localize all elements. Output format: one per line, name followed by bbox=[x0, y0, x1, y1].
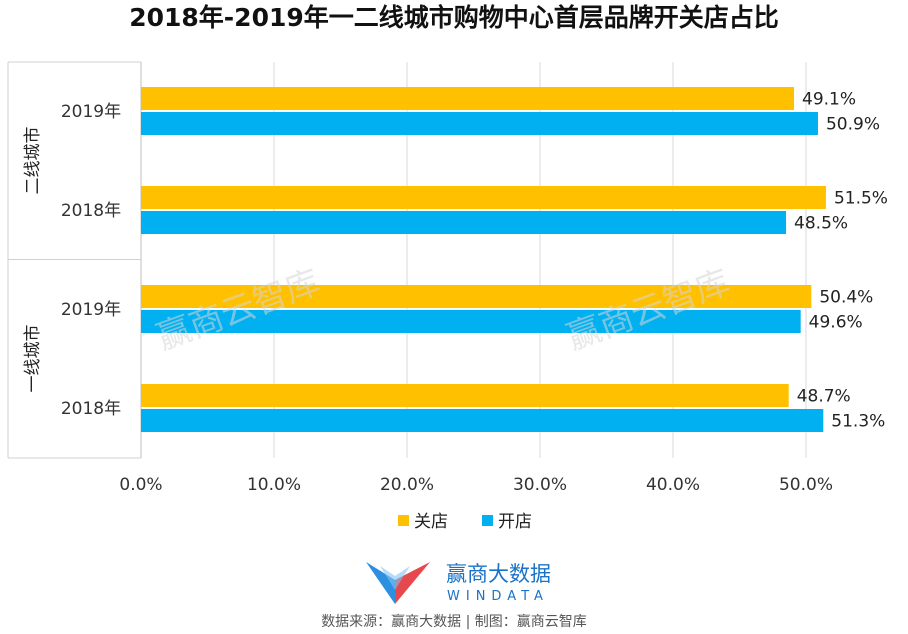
bar bbox=[141, 310, 801, 333]
category-label: 2018年 bbox=[61, 399, 121, 419]
category-label: 2019年 bbox=[61, 102, 121, 122]
data-label: 49.6% bbox=[809, 313, 863, 333]
source-note: 数据来源：赢商大数据 | 制图：赢商云智库 bbox=[321, 613, 587, 630]
x-tick-label: 40.0% bbox=[646, 475, 700, 495]
bar bbox=[141, 211, 787, 234]
group-label: 二线城市 bbox=[23, 127, 43, 195]
x-tick-label: 0.0% bbox=[119, 475, 162, 495]
legend-label: 开店 bbox=[498, 512, 532, 532]
bar bbox=[141, 384, 789, 407]
legend-swatch bbox=[482, 515, 493, 526]
category-label: 2018年 bbox=[61, 201, 121, 221]
data-label: 49.1% bbox=[802, 90, 856, 110]
bar bbox=[141, 285, 812, 308]
data-label: 48.7% bbox=[797, 387, 851, 407]
x-tick-label: 10.0% bbox=[247, 475, 301, 495]
bar bbox=[141, 186, 826, 209]
data-label: 48.5% bbox=[794, 214, 848, 234]
logo-mark-right bbox=[395, 562, 430, 604]
data-label: 50.9% bbox=[826, 115, 880, 135]
data-label: 50.4% bbox=[819, 288, 873, 308]
bar bbox=[141, 409, 824, 432]
legend: 关店 开店 bbox=[398, 512, 532, 532]
chart-title: 2018年-2019年一二线城市购物中心首层品牌开关店占比 bbox=[129, 3, 779, 32]
legend-swatch bbox=[398, 515, 409, 526]
windata-logo: 赢商大数据 WINDATA bbox=[366, 562, 551, 604]
x-tick-labels: 0.0% 10.0% 20.0% 30.0% 40.0% 50.0% bbox=[119, 475, 833, 495]
logo-text-cn: 赢商大数据 bbox=[446, 562, 551, 586]
data-labels: 49.1% 51.5% 50.4% 48.7% 50.9% 48.5% 49.6% 51.3% bbox=[794, 90, 888, 432]
category-label: 2019年 bbox=[61, 300, 121, 320]
x-tick-label: 30.0% bbox=[513, 475, 567, 495]
bar bbox=[141, 112, 818, 135]
data-label: 51.5% bbox=[834, 189, 888, 209]
group-label: 一线城市 bbox=[23, 325, 43, 393]
logo-mark-left bbox=[366, 562, 395, 604]
x-tick-label: 20.0% bbox=[380, 475, 434, 495]
bar bbox=[141, 87, 795, 110]
legend-label: 关店 bbox=[414, 512, 448, 532]
logo-mark-center bbox=[380, 566, 410, 590]
data-label: 51.3% bbox=[831, 412, 885, 432]
logo-text-en: WINDATA bbox=[447, 589, 549, 604]
bars bbox=[141, 87, 826, 432]
category-labels: 2019年 2018年 2019年 2018年 bbox=[61, 102, 121, 419]
x-tick-label: 50.0% bbox=[779, 475, 833, 495]
